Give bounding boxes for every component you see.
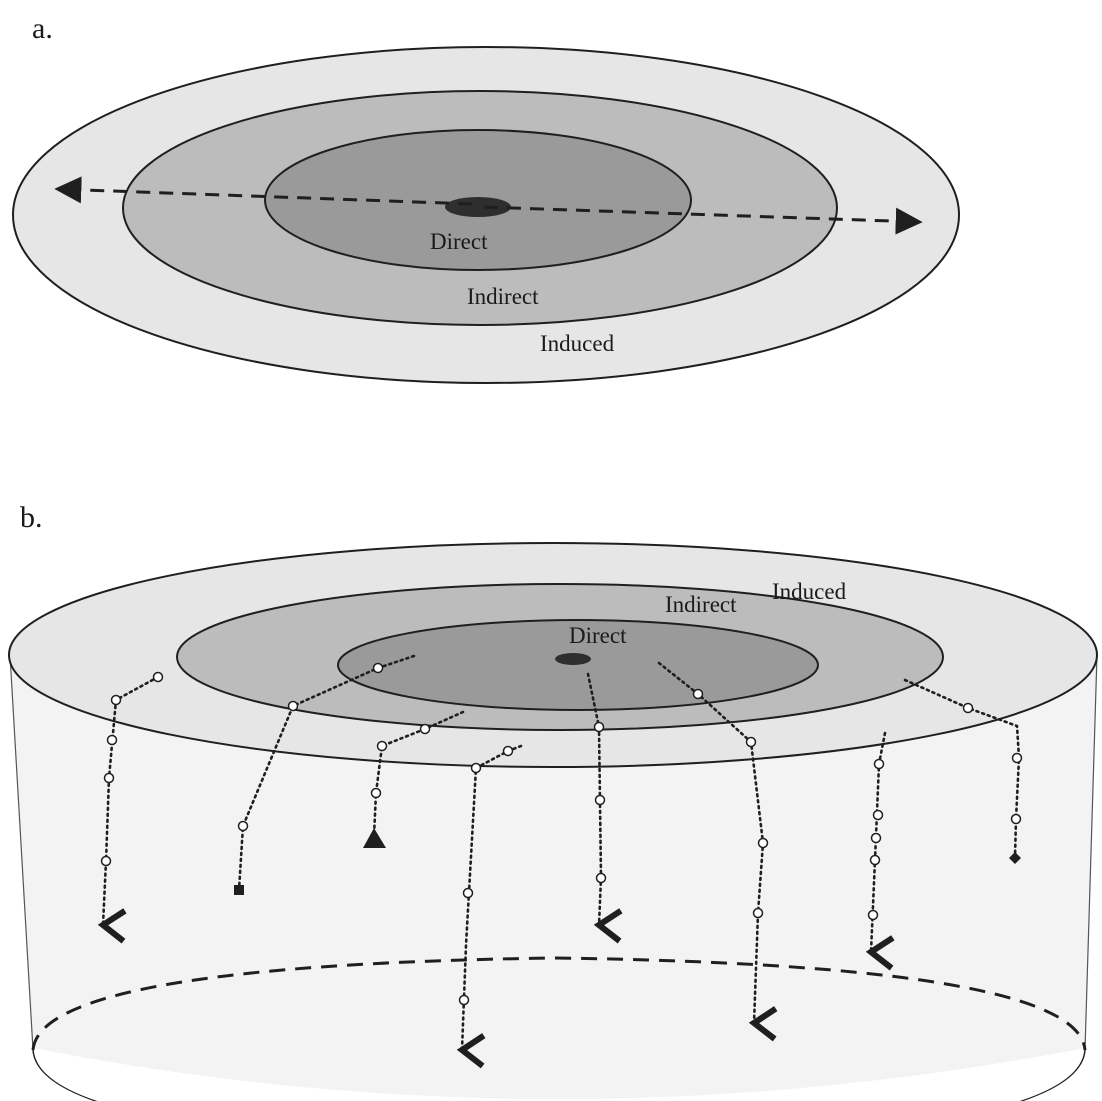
path-5 [586, 672, 623, 944]
path-node [372, 662, 384, 674]
path-node [867, 909, 879, 921]
path-node [106, 734, 118, 746]
path-node [103, 772, 115, 784]
panel-b: b. Direct Indirect Induced [8, 501, 1098, 1101]
path-node [287, 700, 299, 712]
indirect-label: Indirect [467, 284, 539, 309]
top-induced-label: Induced [772, 579, 847, 604]
panel-b-label: b. [20, 501, 43, 534]
diamond-marker [1009, 852, 1021, 864]
path-node [595, 872, 607, 884]
path-node [870, 832, 882, 844]
path-node [470, 762, 482, 774]
cylinder-side [10, 655, 1097, 1099]
path-node-markers [100, 662, 1023, 1006]
path-node [376, 740, 388, 752]
path-node [419, 723, 431, 735]
path-node [237, 820, 249, 832]
spread-arrow-right [483, 205, 923, 235]
path-node [869, 854, 881, 866]
path-node [1011, 752, 1023, 764]
direct-label: Direct [430, 229, 488, 254]
cylinder-left-edge [9, 654, 34, 1051]
path-node [962, 702, 974, 714]
cylinder-bottom-front [32, 1049, 1086, 1101]
panel-a: a. Direct Indirect Induced [12, 12, 960, 384]
top-direct-ring [337, 619, 819, 711]
cylinder-right-edge [1084, 654, 1098, 1051]
path-node [752, 907, 764, 919]
spread-arrow-left [54, 176, 473, 206]
path-node [757, 837, 769, 849]
triangle-marker [363, 828, 386, 848]
path-8 [903, 678, 1021, 859]
path-node [502, 745, 514, 757]
top-center-dot [555, 653, 591, 665]
cylinder-bottom-back [31, 956, 1087, 1051]
path-node [152, 671, 164, 683]
path-node [462, 887, 474, 899]
path-node [370, 787, 382, 799]
path-node [692, 688, 704, 700]
path-node [872, 809, 884, 821]
path-3 [372, 710, 465, 838]
path-6 [657, 661, 778, 1042]
panel-a-label: a. [32, 12, 53, 45]
path-node [745, 736, 757, 748]
path-node [594, 794, 606, 806]
top-direct-label: Direct [569, 623, 627, 648]
square-marker [234, 885, 244, 895]
center-dot [445, 197, 511, 217]
path-node [1010, 813, 1022, 825]
path-node [593, 721, 605, 733]
path-node [110, 694, 122, 706]
induced-label: Induced [540, 331, 615, 356]
path-node [458, 994, 470, 1006]
path-node [873, 758, 885, 770]
top-indirect-label: Indirect [665, 592, 737, 617]
path-node [100, 855, 112, 867]
